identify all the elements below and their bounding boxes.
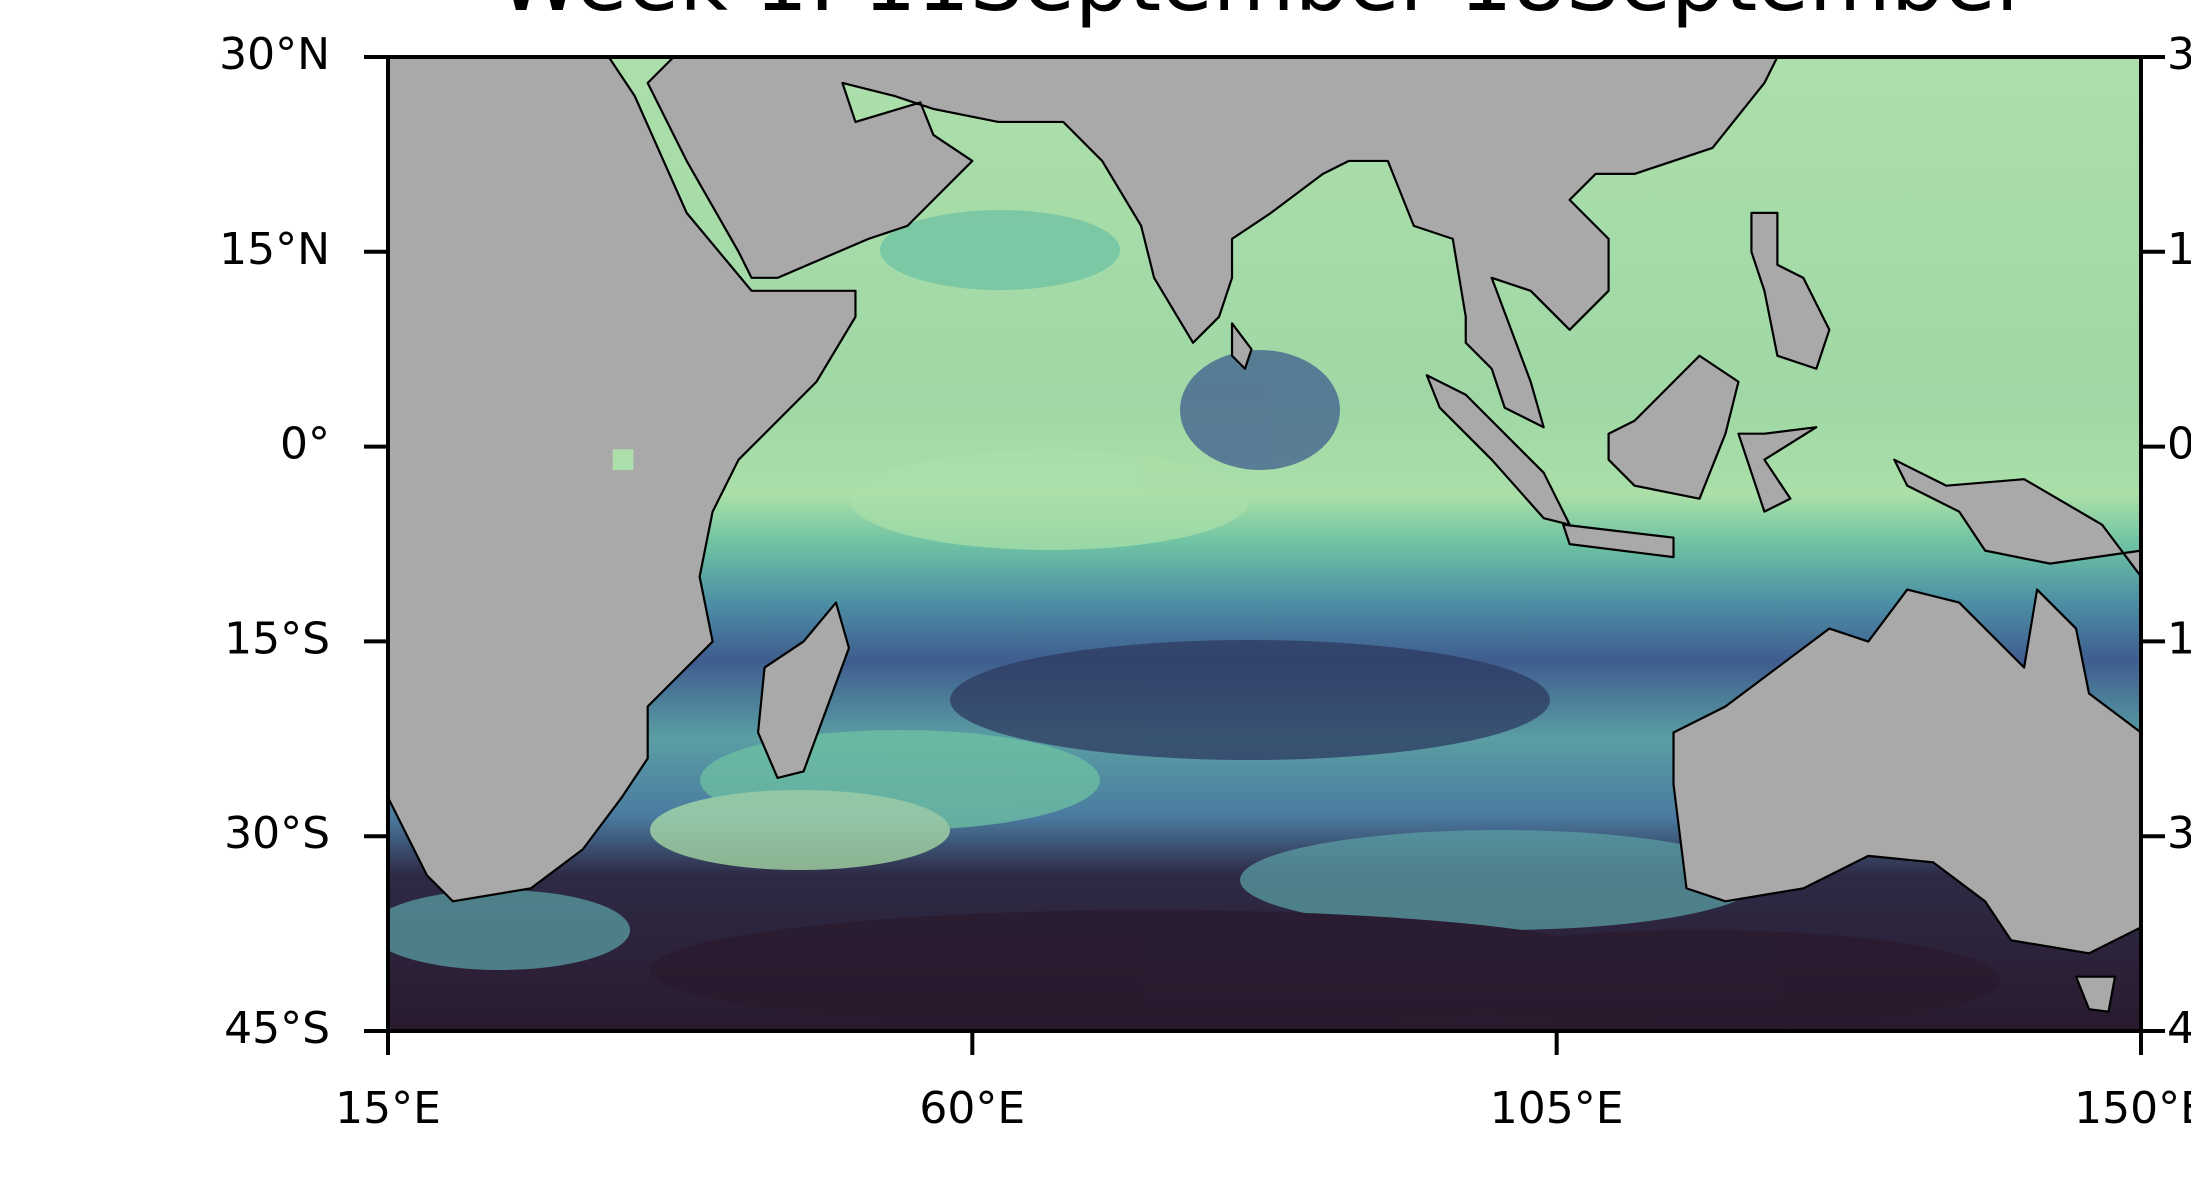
java xyxy=(1563,525,1673,557)
map-frame xyxy=(386,55,2143,1033)
y-tick-label: 15°N xyxy=(219,224,330,275)
y-tick-label-right: 15°N xyxy=(2167,224,2191,275)
madagascar xyxy=(758,603,849,778)
map-title: Week 1: 11September-18September xyxy=(498,0,2031,30)
y-tick-label-right: 45°S xyxy=(2167,1003,2191,1054)
lake xyxy=(612,449,634,471)
y-tick-label: 30°S xyxy=(224,808,330,859)
y-tick-label-right: 15°S xyxy=(2167,613,2191,664)
africa xyxy=(388,57,855,901)
y-tick-label: 45°S xyxy=(224,1003,330,1054)
x-tick-label: 105°E xyxy=(1490,1083,1624,1134)
tasmania xyxy=(2076,977,2115,1012)
y-tick-label: 0° xyxy=(280,419,330,470)
x-tick-label: 150°E xyxy=(2074,1083,2191,1134)
land xyxy=(388,57,2141,1012)
y-tick-label-right: 30°N xyxy=(2167,29,2191,80)
x-tick-label: 60°E xyxy=(919,1083,1025,1134)
sumatra xyxy=(1427,375,1570,524)
y-tick-label: 15°S xyxy=(224,613,330,664)
y-tick-label-right: 0° xyxy=(2167,419,2191,470)
y-tick-label-right: 30°S xyxy=(2167,808,2191,859)
x-tick-label: 15°E xyxy=(335,1083,441,1134)
sri-lanka xyxy=(1232,323,1251,368)
map-area xyxy=(388,57,2141,1031)
asia xyxy=(648,57,1778,427)
borneo xyxy=(1609,356,1739,499)
philippines xyxy=(1751,213,1829,369)
sulawesi xyxy=(1738,427,1816,511)
y-tick-label: 30°N xyxy=(219,29,330,80)
